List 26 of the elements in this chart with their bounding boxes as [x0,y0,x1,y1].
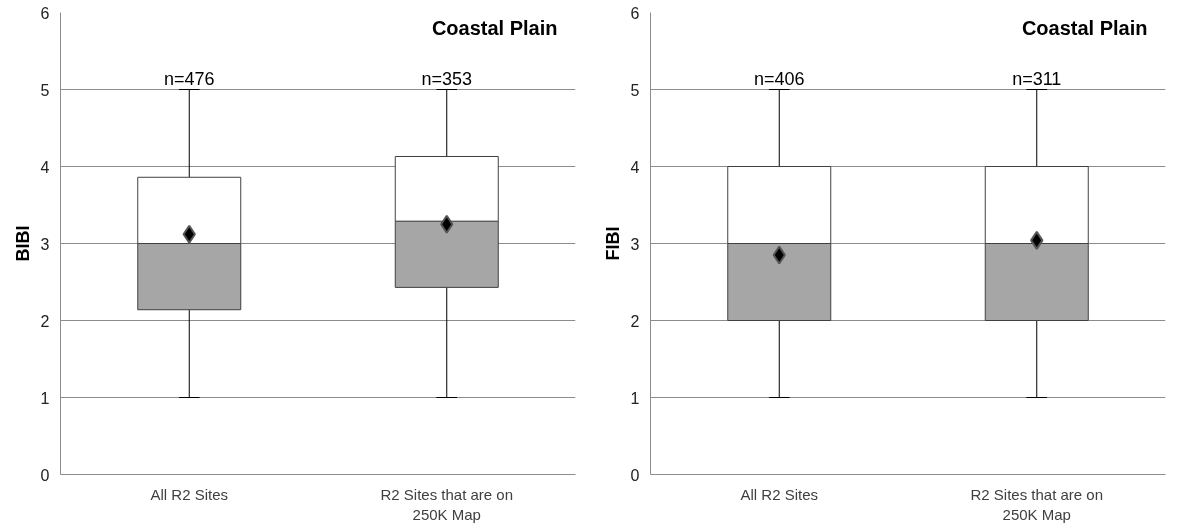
x-tick-label: R2 Sites that are on 250K Map [380,485,514,523]
annotation: n=353 [421,68,473,89]
chart-title: Coastal Plain [1021,16,1148,39]
y-tick-label: 0 [40,466,50,484]
y-tick-label: 3 [630,235,640,253]
x-tick-label: All R2 Sites [740,485,819,503]
y-tick-label: 5 [40,81,50,99]
y-tick-label: 0 [630,466,640,484]
annotation: n=476 [163,68,215,89]
x-tick-label: All R2 Sites [150,485,229,503]
y-tick-label: 6 [630,4,640,22]
y-tick-label: 4 [40,158,50,176]
y-tick-label: 2 [40,312,50,330]
y-tick-label: 2 [630,312,640,330]
x-tick-label: R2 Sites that are on 250K Map [970,485,1104,523]
annotation: n=311 [1012,68,1062,89]
y-tick-label: 1 [40,389,50,407]
y-tick-label: 3 [40,235,50,253]
y-tick-label: 4 [630,158,640,176]
y-axis-title: BIBI [12,225,33,262]
y-axis-title: FIBI [602,226,623,261]
y-tick-label: 6 [40,4,50,22]
annotation: n=406 [753,68,805,89]
y-tick-label: 1 [630,389,640,407]
chart-title: Coastal Plain [431,16,558,39]
y-tick-label: 5 [630,81,640,99]
